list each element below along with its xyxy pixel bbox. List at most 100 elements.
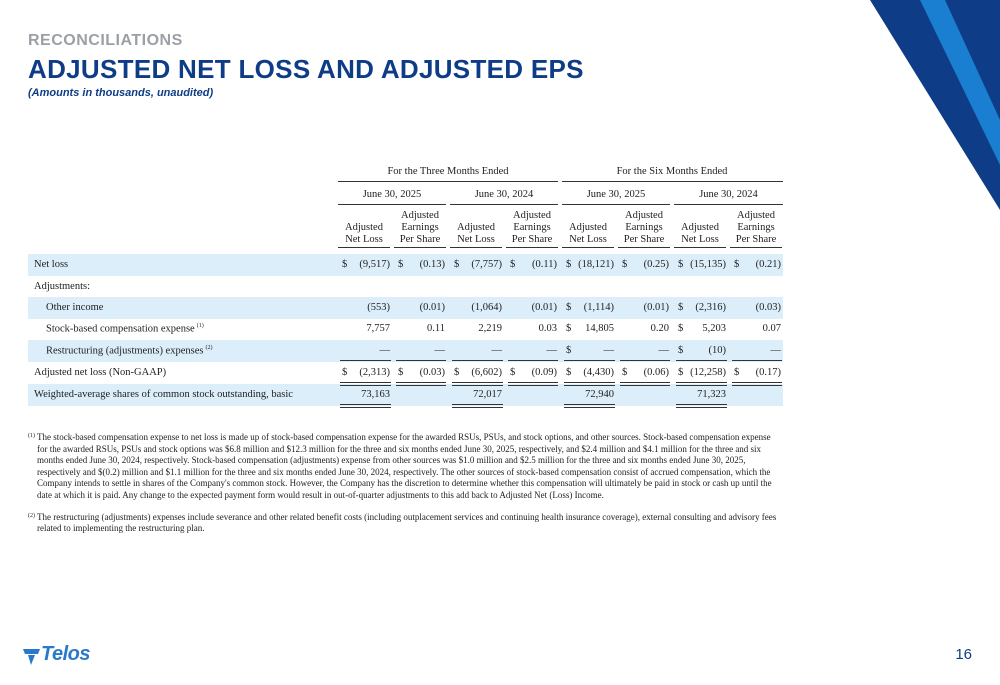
- table-cell: 0.20: [650, 323, 669, 334]
- footnote-marker: (2): [28, 512, 35, 519]
- currency-symbol: $: [566, 259, 572, 270]
- row-label-text: Restructuring (adjustments) expenses: [46, 345, 204, 357]
- column-header-line: Net Loss: [681, 234, 719, 245]
- column-header-line: Per Share: [511, 234, 553, 245]
- table-cell: 0.11: [427, 323, 445, 334]
- column-header-line: Adjusted: [569, 222, 607, 233]
- column-header-line: Per Share: [399, 234, 441, 245]
- telos-logo-icon: [23, 649, 40, 665]
- row-label: Net loss: [34, 259, 68, 270]
- currency-symbol: $: [678, 302, 684, 313]
- currency-symbol: $: [734, 259, 740, 270]
- row-label: Restructuring (adjustments) expenses (2): [46, 345, 212, 357]
- table-cell: 2,219: [478, 323, 502, 334]
- table-cell: (0.01): [531, 302, 557, 313]
- table-cell: (7,757): [471, 259, 502, 270]
- table-cell: (1,064): [471, 302, 502, 313]
- row-label-text: Adjustments:: [34, 281, 91, 292]
- row-label: Stock-based compensation expense (1): [46, 323, 204, 335]
- column-header-line: Net Loss: [457, 234, 495, 245]
- table-cell: (0.25): [643, 259, 669, 270]
- table-cell: (0.03): [419, 367, 445, 378]
- column-header-line: Net Loss: [345, 234, 383, 245]
- table-cell: (18,121): [578, 259, 614, 270]
- column-header-line: Adjusted: [401, 210, 439, 221]
- footnotes: (1) The stock-based compensation expense…: [28, 432, 783, 545]
- page-number: 16: [955, 646, 972, 663]
- column-header: Adjusted Earnings Per Share: [390, 210, 450, 246]
- currency-symbol: $: [454, 367, 460, 378]
- table-cell: 5,203: [702, 323, 726, 334]
- table-cell: (4,430): [583, 367, 614, 378]
- footnote-reference: (1): [196, 323, 204, 329]
- table-cell: —: [491, 345, 503, 356]
- row-label-text: Other income: [46, 302, 104, 313]
- column-header: Adjusted Net Loss: [446, 222, 506, 246]
- table-cell: —: [434, 345, 446, 356]
- column-header: Adjusted Earnings Per Share: [726, 210, 786, 246]
- table-cell: (9,517): [359, 259, 390, 270]
- table-cell: 72,940: [585, 389, 614, 400]
- currency-symbol: $: [678, 259, 684, 270]
- table-cell: (0.11): [532, 259, 557, 270]
- telos-logo-text: Telos: [41, 643, 91, 665]
- column-header-line: Net Loss: [569, 234, 607, 245]
- table-cell: 71,323: [697, 389, 726, 400]
- period-header: June 30, 2024: [474, 189, 534, 200]
- currency-symbol: $: [342, 367, 348, 378]
- column-header-line: Adjusted: [625, 210, 663, 221]
- table-row: Adjusted net loss (Non-GAAP) (2,313) (0.03…: [28, 362, 783, 384]
- currency-symbol: $: [566, 345, 572, 356]
- corner-accent-graphic: [870, 0, 1000, 210]
- column-header-line: Adjusted: [513, 210, 551, 221]
- table-cell: (0.09): [531, 367, 557, 378]
- table-cell: (2,316): [695, 302, 726, 313]
- table-cell: 0.03: [538, 323, 557, 334]
- table-cell: (0.01): [419, 302, 445, 313]
- period-header: June 30, 2025: [362, 189, 422, 200]
- table-cell: 7,757: [366, 323, 390, 334]
- currency-symbol: $: [622, 259, 628, 270]
- table-row: Other income (553) (0.01) (1,064) (0.01) (1,1…: [28, 297, 783, 319]
- table-row: Stock-based compensation expense (1) 7,757…: [28, 318, 783, 340]
- footnote-reference: (2): [205, 345, 213, 351]
- section-kicker: RECONCILIATIONS: [28, 32, 183, 49]
- table-cell: (6,602): [471, 367, 502, 378]
- currency-symbol: $: [678, 323, 684, 334]
- currency-symbol: $: [342, 259, 348, 270]
- column-header-line: Adjusted: [345, 222, 383, 233]
- table-cell: —: [603, 345, 615, 356]
- period-header: June 30, 2024: [699, 189, 758, 200]
- table-cell: (0.13): [419, 259, 445, 270]
- column-header-line: Earnings: [513, 222, 551, 233]
- column-header-line: Earnings: [401, 222, 439, 233]
- group-header-three-months: For the Three Months Ended: [387, 166, 509, 177]
- currency-symbol: $: [566, 302, 572, 313]
- table-cell: 73,163: [361, 389, 390, 400]
- row-label: Weighted-average shares of common stock …: [34, 389, 293, 400]
- table-cell: (2,313): [359, 367, 390, 378]
- table-cell: —: [546, 345, 558, 356]
- currency-symbol: $: [398, 259, 404, 270]
- currency-symbol: $: [678, 345, 684, 356]
- column-header: Adjusted Net Loss: [334, 222, 394, 246]
- period-header: June 30, 2025: [586, 189, 646, 200]
- table-cell: 72,017: [473, 389, 502, 400]
- currency-symbol: $: [510, 367, 516, 378]
- table-cell: (0.21): [755, 259, 781, 270]
- row-label: Adjustments:: [34, 281, 90, 292]
- currency-symbol: $: [398, 367, 404, 378]
- footnote: (2) The restructuring (adjustments) expe…: [28, 512, 783, 535]
- table-cell: (0.03): [755, 302, 781, 313]
- currency-symbol: $: [678, 367, 684, 378]
- page-title: ADJUSTED NET LOSS AND ADJUSTED EPS: [28, 54, 584, 84]
- footnote-text: The restructuring (adjustments) expenses…: [37, 511, 777, 534]
- currency-symbol: $: [566, 367, 572, 378]
- group-header-six-months: For the Six Months Ended: [616, 166, 728, 177]
- table-row: Net loss (9,517) (0.13) (7,757) (0.11) (18,12…: [28, 254, 783, 276]
- row-label-text: Adjusted net loss (Non-GAAP): [34, 367, 167, 378]
- table-cell: —: [379, 345, 391, 356]
- table-cell: (0.17): [755, 367, 781, 378]
- table-cell: —: [770, 345, 782, 356]
- row-label: Other income: [46, 302, 103, 313]
